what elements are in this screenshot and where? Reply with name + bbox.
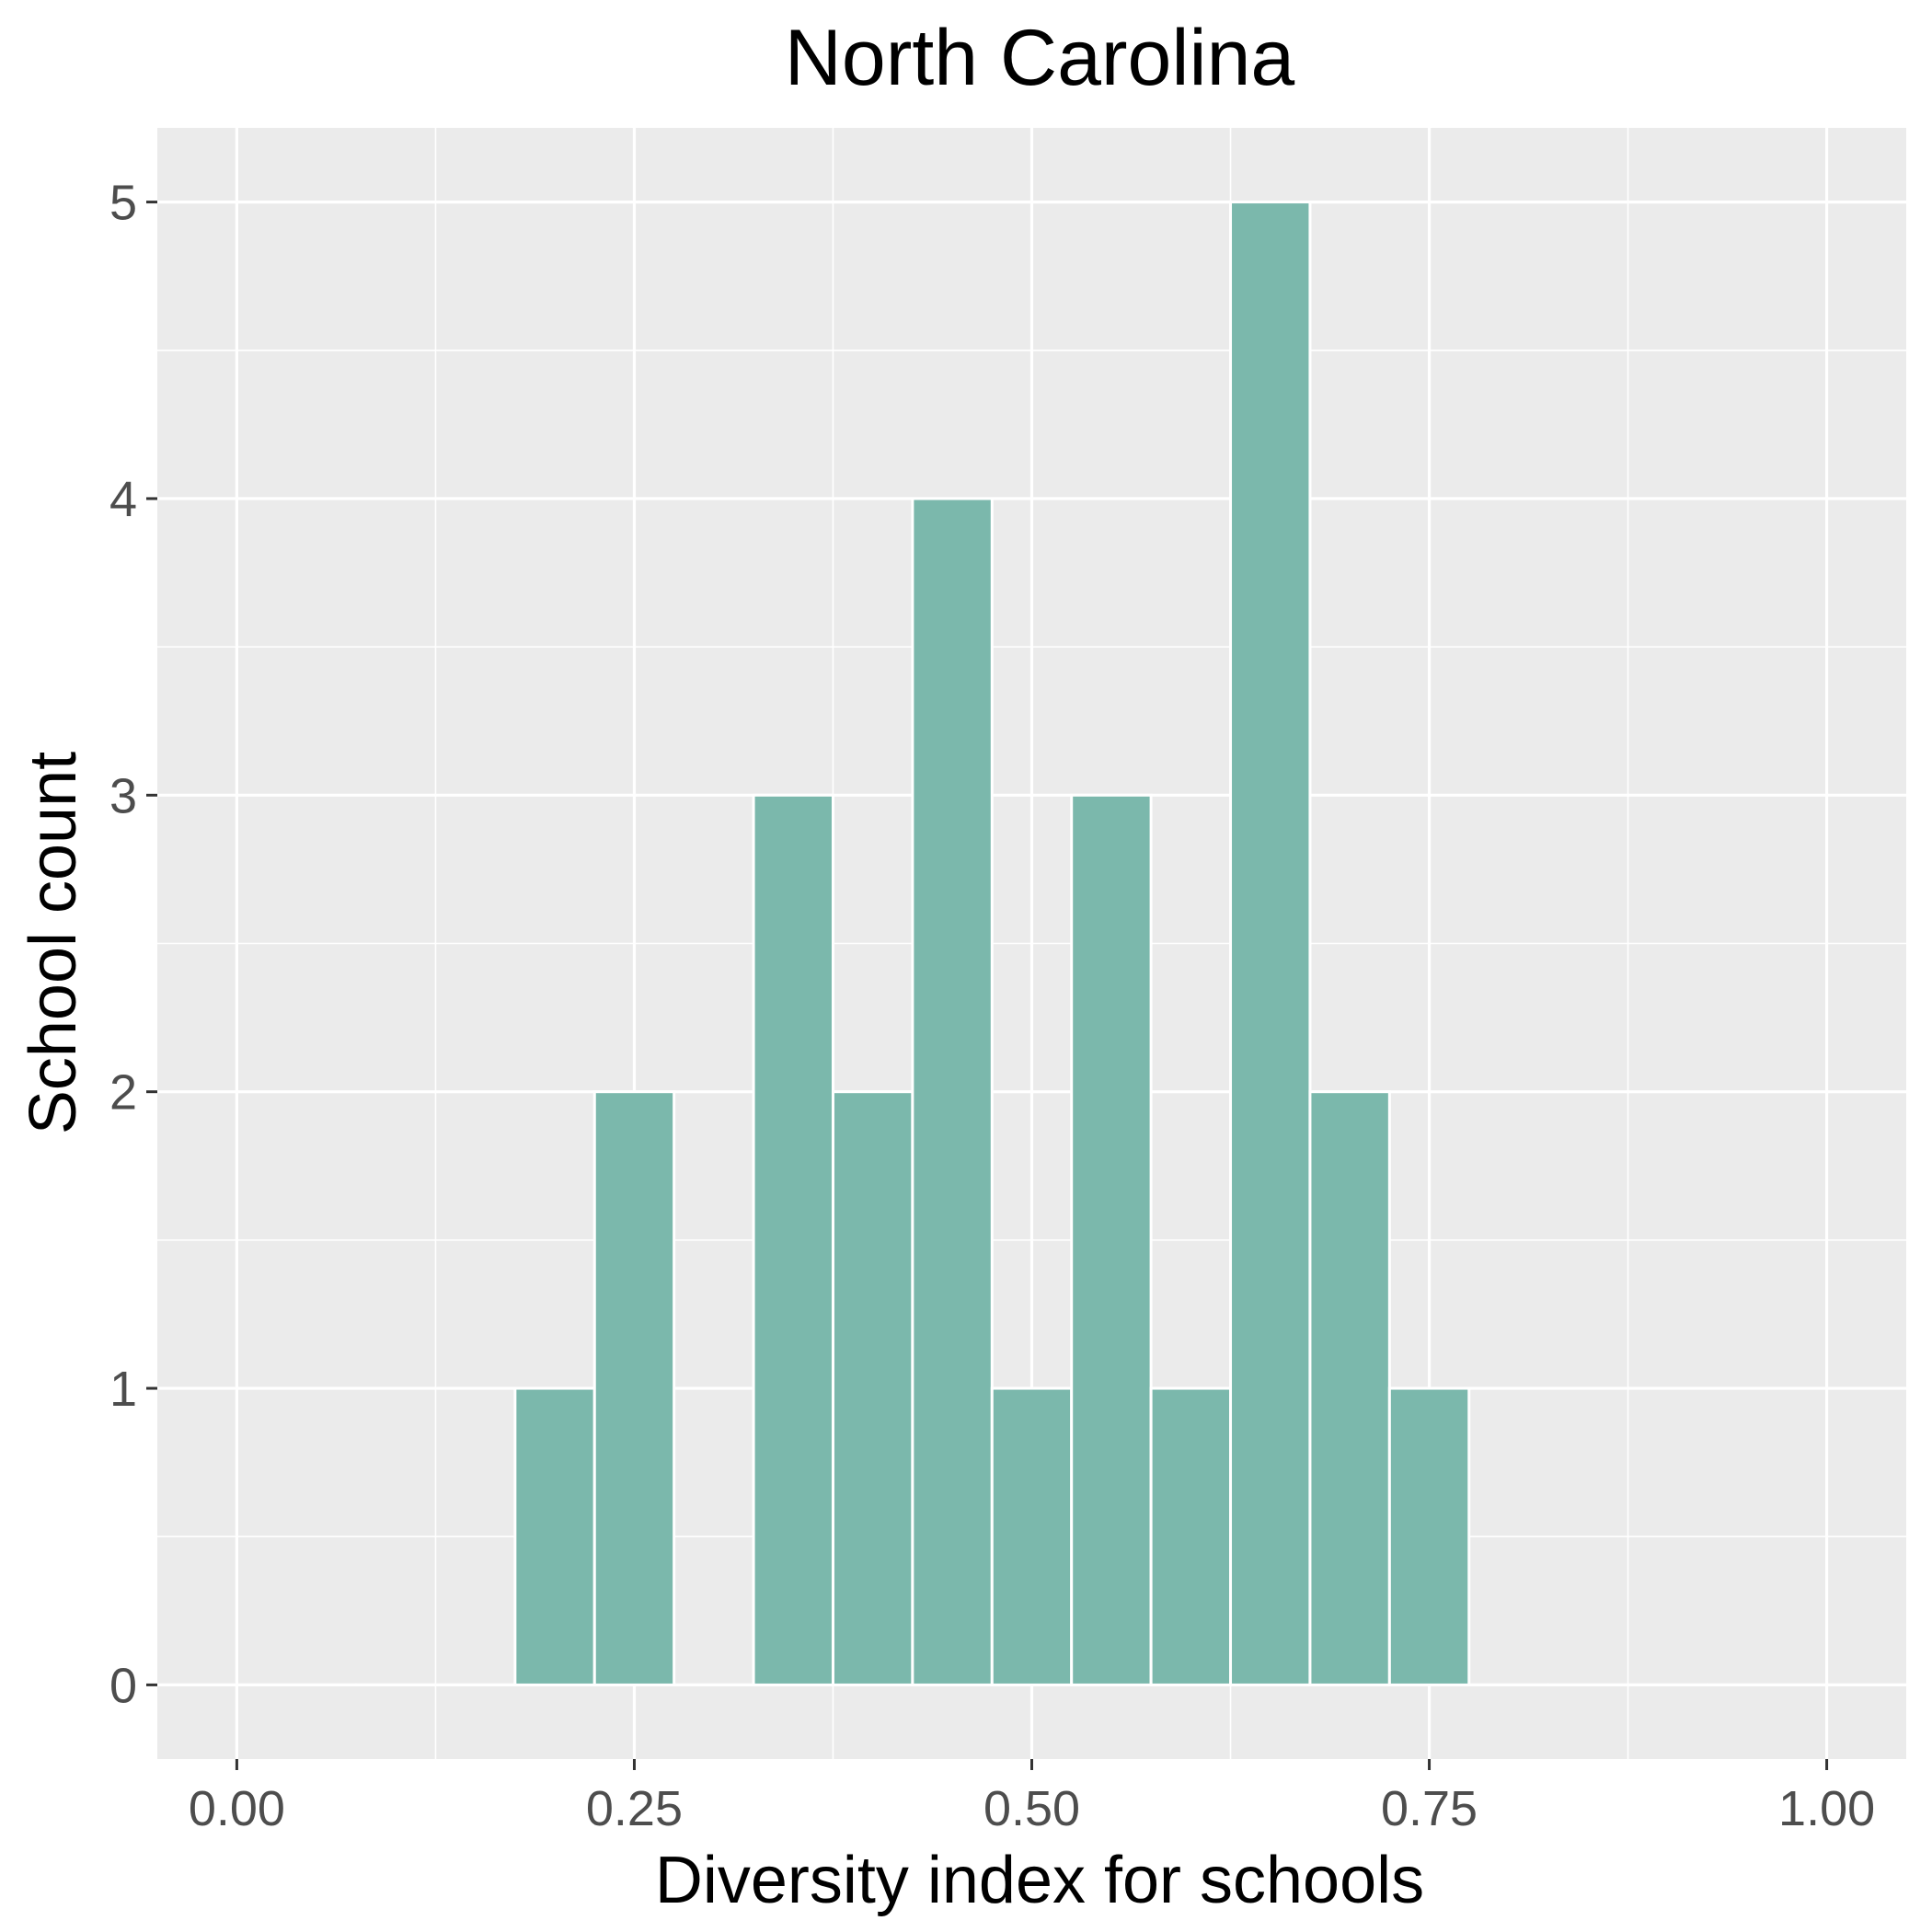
y-tick-label: 3 [109, 768, 137, 823]
x-tick-label: 0.75 [1381, 1781, 1478, 1836]
histogram-bars [275, 201, 1788, 1686]
y-tick-label: 2 [109, 1065, 137, 1121]
y-axis-title: School count [17, 752, 90, 1134]
histogram-bar [1229, 201, 1312, 1686]
histogram-bar [990, 1386, 1074, 1686]
histogram-bar [911, 497, 994, 1686]
histogram-bar [1070, 793, 1153, 1686]
y-tick-label: 0 [109, 1658, 137, 1713]
histogram-bar [831, 1090, 914, 1686]
x-axis-title: Diversity index for schools [655, 1844, 1424, 1917]
x-tick-label: 0.25 [586, 1781, 683, 1836]
x-tick-label: 0.00 [189, 1781, 285, 1836]
histogram-bar [592, 1090, 676, 1686]
chart-title: North Carolina [785, 14, 1295, 102]
y-tick-label: 1 [109, 1362, 137, 1417]
y-tick-label: 5 [109, 176, 137, 231]
axis-ticks [146, 201, 1829, 1770]
x-tick-label: 1.00 [1778, 1781, 1875, 1836]
x-tick-label: 0.50 [983, 1781, 1080, 1836]
histogram-bar [1149, 1386, 1233, 1686]
histogram-bar [1308, 1090, 1391, 1686]
histogram-bar [1387, 1386, 1471, 1686]
y-tick-label: 4 [109, 472, 137, 527]
x-axis-tick-labels: 0.00 0.25 0.50 0.75 1.00 [189, 1781, 1875, 1836]
histogram-bar [752, 793, 834, 1686]
y-axis-tick-labels: 0 1 2 3 4 5 [109, 176, 137, 1714]
histogram-bar [513, 1386, 596, 1686]
